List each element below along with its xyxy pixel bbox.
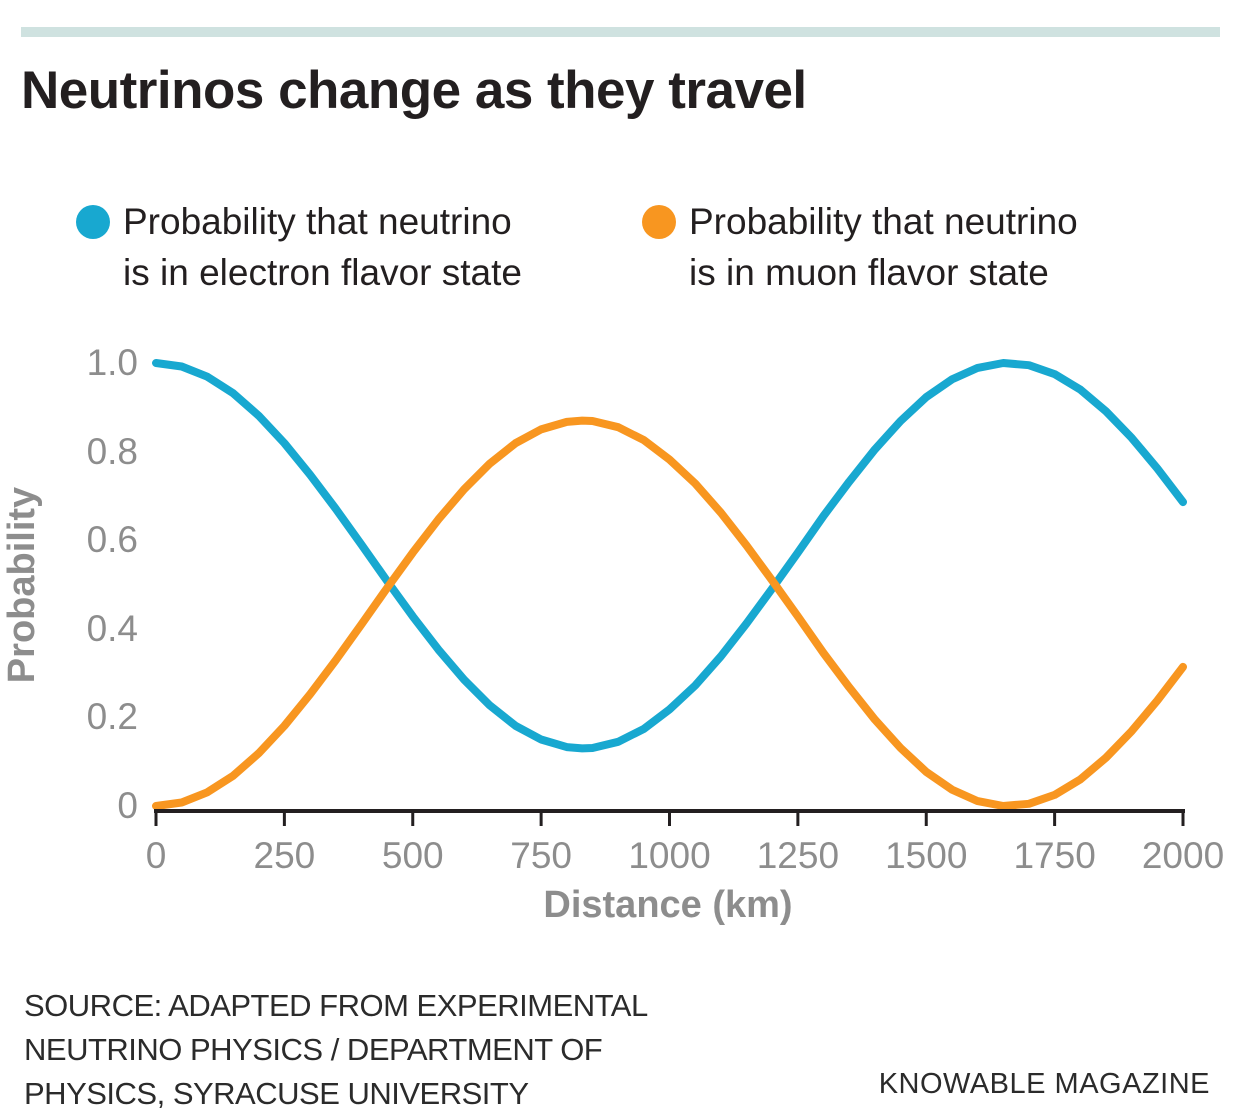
legend-item-electron: Probability that neutrino is in electron… (76, 196, 522, 298)
x-tick-label: 0 (145, 835, 167, 876)
x-tick-label: 1500 (885, 835, 968, 876)
x-tick-label: 750 (510, 835, 572, 876)
x-axis-title: Distance (km) (543, 884, 793, 926)
source-line: NEUTRINO PHYSICS / DEPARTMENT OF (24, 1032, 603, 1067)
x-tick-label: 1750 (1013, 835, 1096, 876)
y-axis-title: Probability (1, 486, 43, 684)
chart-curves (152, 359, 1187, 810)
legend-swatch-muon-icon (642, 205, 676, 239)
accent-bar (21, 27, 1220, 37)
legend-label-muon: Probability that neutrino is in muon fla… (689, 196, 1078, 298)
x-tick-label: 500 (381, 835, 444, 876)
muon-probability-curve (152, 416, 1187, 810)
y-tick-label: 0.6 (86, 519, 138, 561)
source-credit: SOURCE: ADAPTED FROM EXPERIMENTAL NEUTRI… (24, 984, 648, 1116)
y-tick-label: 0.4 (86, 607, 138, 649)
publisher-credit: KNOWABLE MAGAZINE (878, 1068, 1210, 1100)
source-line: PHYSICS, SYRACUSE UNIVERSITY (24, 1076, 529, 1111)
x-tick-label: 250 (253, 835, 316, 876)
legend-label-muon-line1: Probability that neutrino (689, 201, 1078, 242)
x-tick-label: 2000 (1141, 835, 1225, 876)
x-axis (154, 809, 1185, 826)
legend-label-muon-line2: is in muon flavor state (689, 252, 1049, 293)
legend-label-electron: Probability that neutrino is in electron… (123, 196, 522, 298)
legend-swatch-electron-icon (76, 205, 110, 239)
y-tick-label: 1.0 (86, 342, 138, 383)
y-tick-label: 0.2 (86, 696, 138, 738)
legend-label-electron-line2: is in electron flavor state (123, 252, 522, 293)
electron-probability-curve (152, 359, 1187, 753)
x-tick-label: 1250 (756, 835, 840, 876)
x-tick-label: 1000 (628, 835, 711, 876)
legend-label-electron-line1: Probability that neutrino (123, 201, 512, 242)
y-tick-label: 0.8 (86, 430, 138, 472)
legend-item-muon: Probability that neutrino is in muon fla… (642, 196, 1078, 298)
page-title: Neutrinos change as they travel (21, 61, 807, 120)
source-line: SOURCE: ADAPTED FROM EXPERIMENTAL (24, 988, 648, 1023)
y-tick-label: 0 (117, 785, 138, 826)
